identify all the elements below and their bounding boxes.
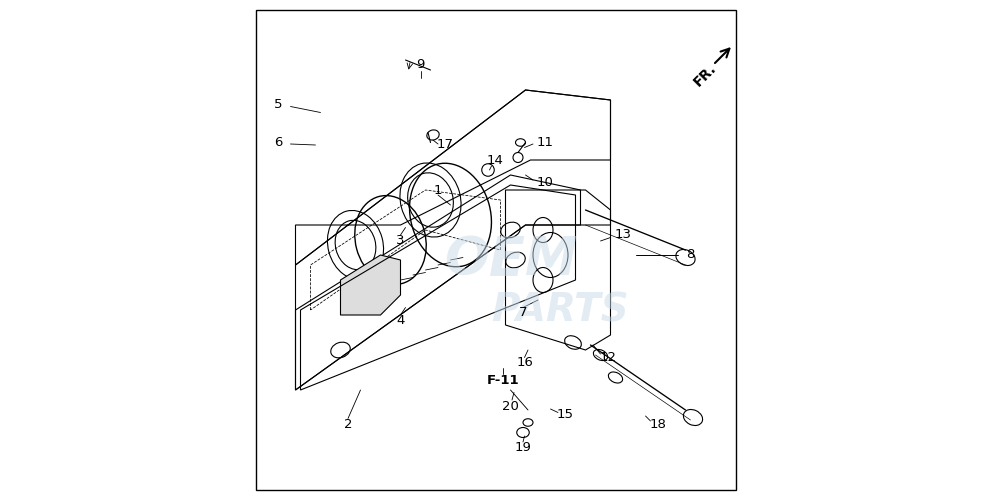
Text: 18: 18: [650, 418, 667, 430]
Text: 1: 1: [433, 184, 442, 196]
Text: 20: 20: [503, 400, 519, 412]
Text: F-11: F-11: [486, 374, 520, 386]
Text: FR.: FR.: [692, 61, 720, 89]
Text: OEM: OEM: [443, 234, 578, 286]
Text: 11: 11: [537, 136, 554, 149]
Text: PARTS: PARTS: [491, 291, 630, 329]
Text: 6: 6: [274, 136, 282, 149]
Text: 8: 8: [687, 248, 695, 262]
Text: 9: 9: [416, 58, 424, 71]
Text: 17: 17: [437, 138, 454, 151]
Text: 7: 7: [519, 306, 528, 319]
Polygon shape: [340, 255, 400, 315]
Text: 15: 15: [557, 408, 574, 422]
Text: 16: 16: [517, 356, 533, 369]
Text: 2: 2: [343, 418, 352, 432]
Text: 4: 4: [396, 314, 404, 326]
Text: 10: 10: [538, 176, 554, 189]
Text: 5: 5: [273, 98, 282, 112]
Text: 19: 19: [515, 441, 532, 454]
Text: 3: 3: [396, 234, 404, 246]
Text: 12: 12: [600, 351, 617, 364]
Text: 13: 13: [615, 228, 632, 241]
Text: 14: 14: [487, 154, 504, 166]
